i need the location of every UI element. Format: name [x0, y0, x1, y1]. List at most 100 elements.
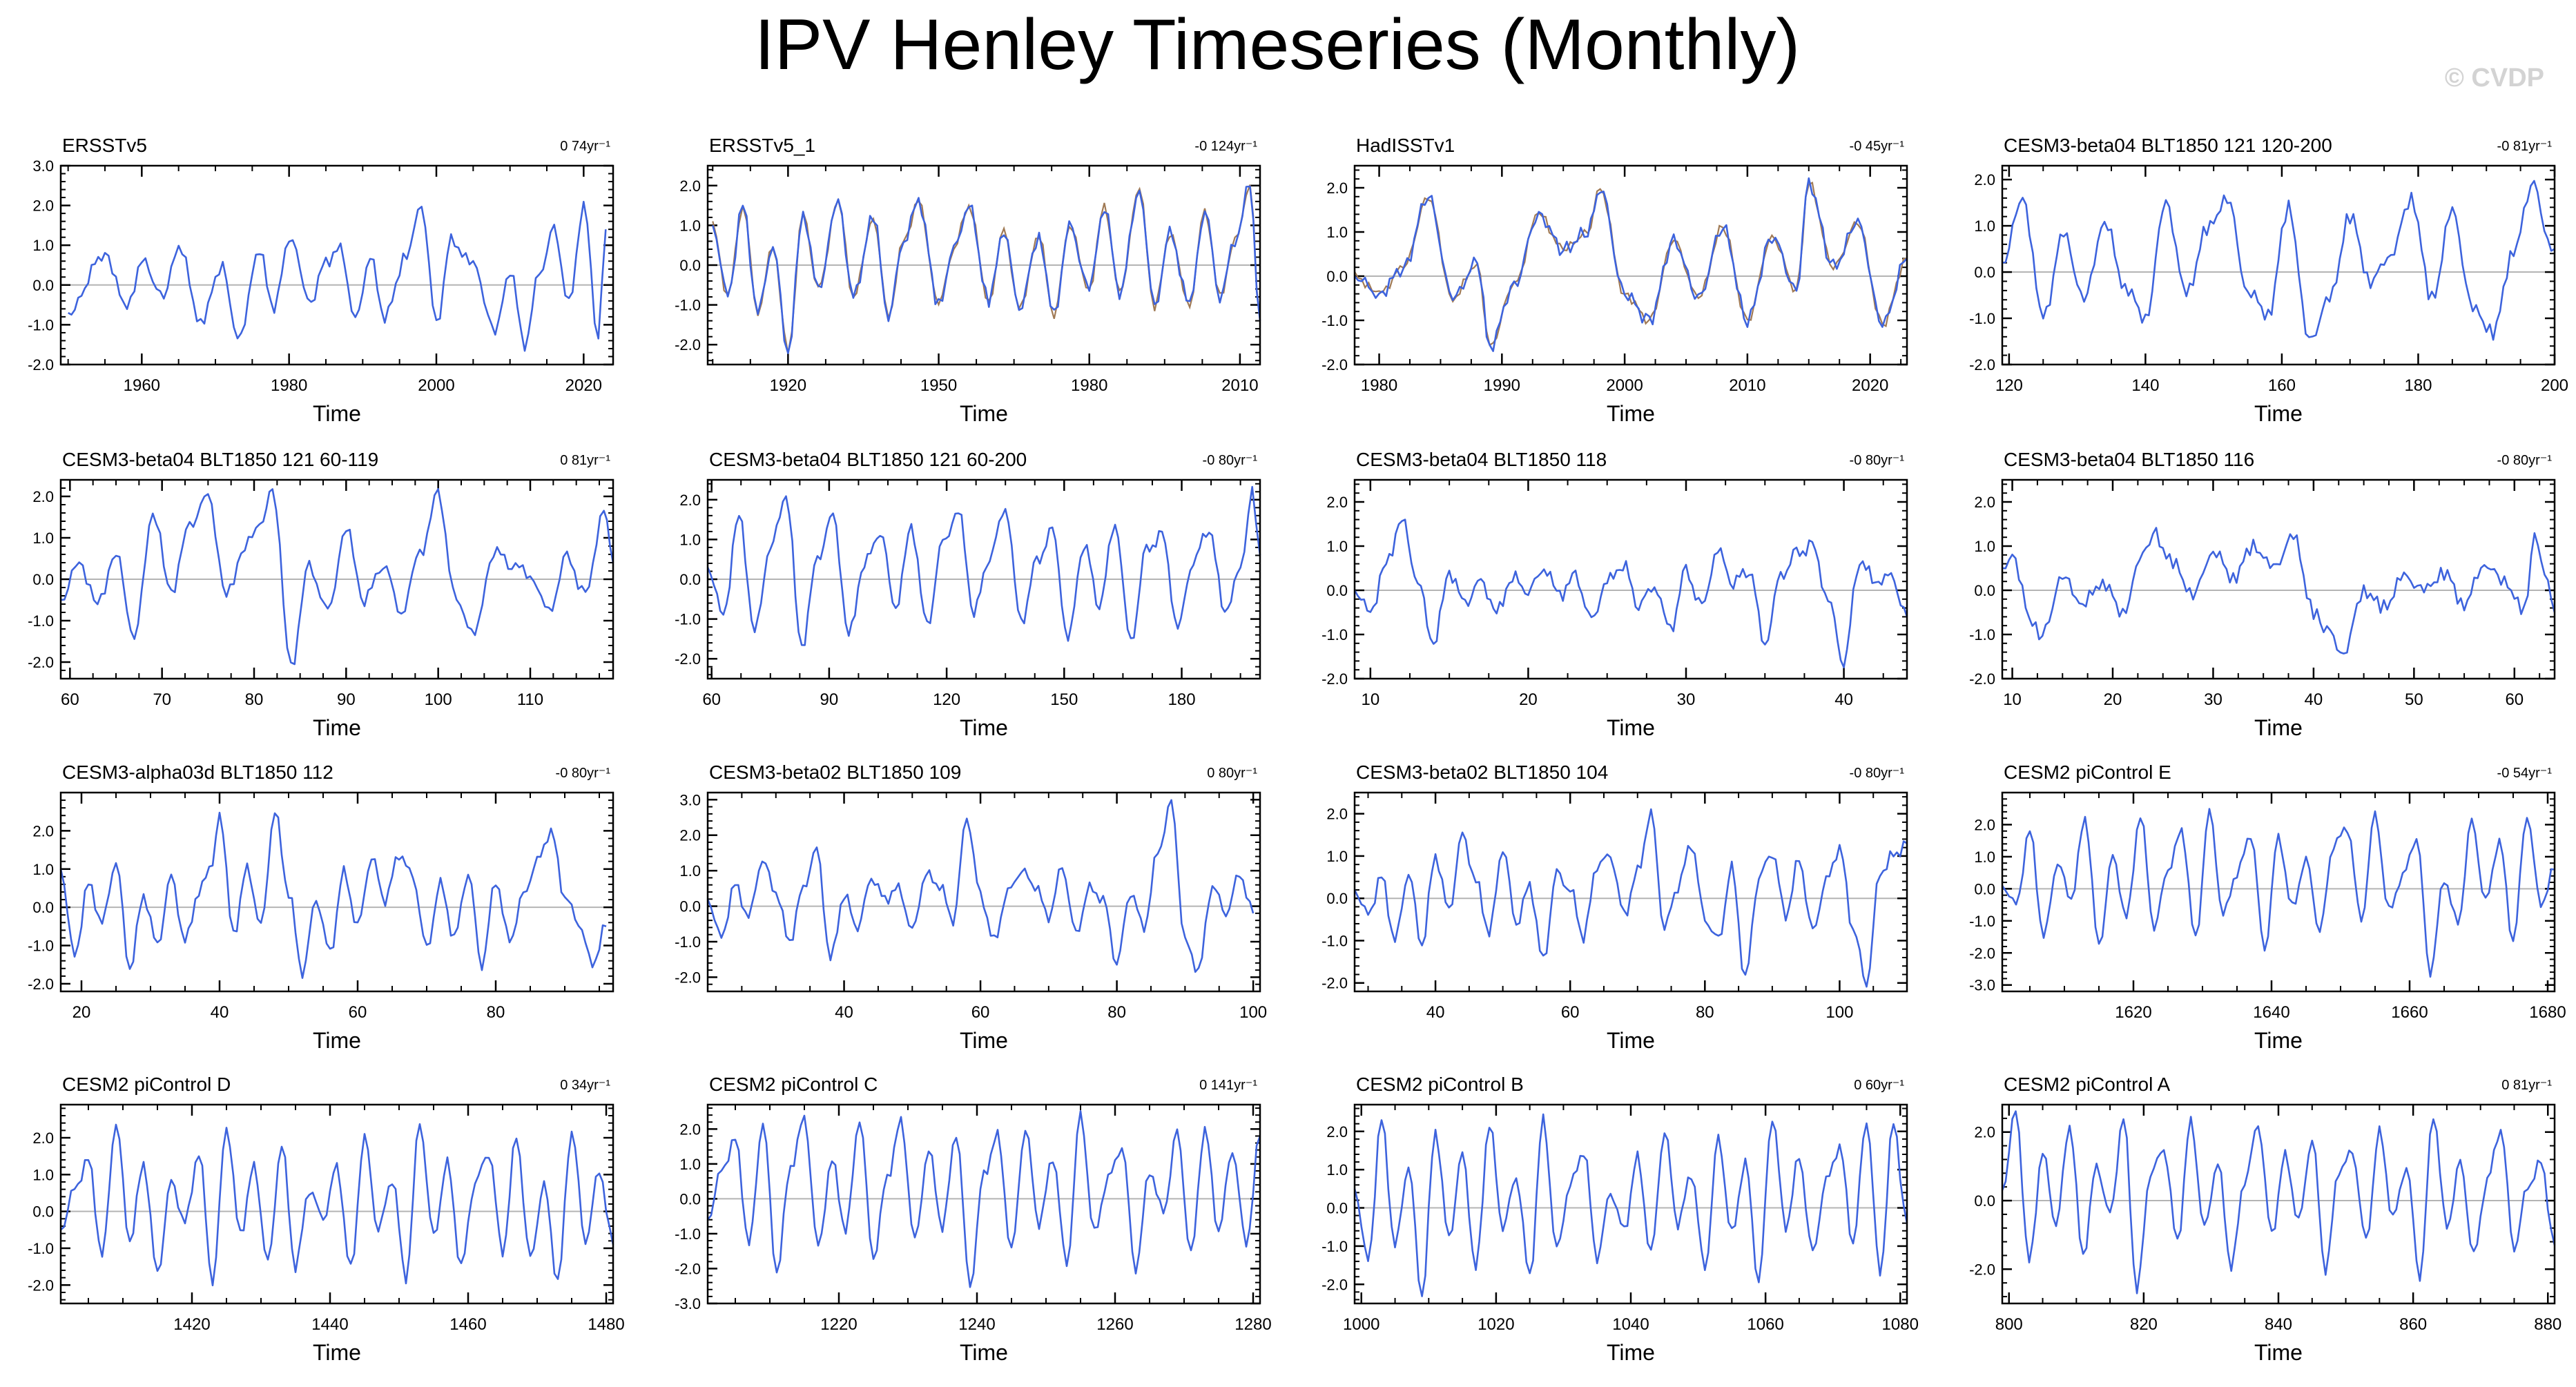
trend-label: 0 34yr⁻¹ — [560, 1078, 610, 1093]
x-tick-label: 840 — [2265, 1315, 2292, 1334]
plot-frame — [59, 791, 614, 993]
y-tick-label: -2.0 — [28, 654, 54, 671]
y-tick-label: -2.0 — [675, 650, 701, 668]
y-tick-label: -2.0 — [1321, 1276, 1348, 1293]
y-tick-label: 2.0 — [679, 1121, 701, 1138]
y-tick-label: 0.0 — [1974, 264, 1995, 281]
x-axis-label: Time — [313, 401, 361, 426]
panel-10: CESM3-beta02 BLT1850 109 0 80yr⁻¹ 40 60 80 10… — [675, 762, 1267, 1053]
y-tick-label: 0.0 — [679, 1190, 701, 1207]
trend-label: -0 80yr⁻¹ — [2497, 453, 2553, 468]
x-tick-label: 30 — [1677, 690, 1696, 709]
x-tick-label: 800 — [1995, 1315, 2023, 1334]
panel-4: CESM3-beta04 BLT1850 121 120-200 -0 81yr⁻… — [1969, 135, 2568, 426]
y-tick-label: -2.0 — [675, 336, 701, 353]
y-tick-label: 0.0 — [679, 898, 701, 915]
x-tick-label: 1990 — [1484, 376, 1520, 395]
x-tick-label: 860 — [2399, 1315, 2427, 1334]
panel-title: ERSSTv5_1 — [709, 135, 815, 156]
series-line — [2001, 1110, 2556, 1294]
y-tick-label: -1.0 — [675, 611, 701, 628]
y-tick-label: -1.0 — [1321, 932, 1348, 949]
x-tick-label: 60 — [349, 1003, 367, 1022]
plot-frame — [2001, 164, 2556, 366]
series-line — [60, 1123, 614, 1287]
y-tick-label: -1.0 — [28, 316, 54, 333]
y-tick-label: 2.0 — [1326, 1123, 1348, 1141]
panel-2: ERSSTv5_1 -0 124yr⁻¹ 1920 1950 1980 2010 -2.0 -… — [675, 135, 1261, 426]
y-tick-label: 1.0 — [679, 862, 701, 880]
x-tick-label: 40 — [1834, 690, 1853, 709]
plot-frame — [59, 1103, 614, 1305]
x-tick-label: 40 — [211, 1003, 229, 1022]
y-tick-label: 3.0 — [32, 157, 54, 175]
x-tick-label: 120 — [933, 690, 960, 709]
x-tick-label: 20 — [1519, 690, 1538, 709]
plot-frame — [1353, 164, 1908, 366]
panel-title: CESM2 piControl E — [2004, 762, 2171, 783]
y-tick-label: 1.0 — [1326, 848, 1348, 865]
y-tick-label: -2.0 — [1321, 670, 1348, 688]
x-axis-label: Time — [960, 1028, 1008, 1053]
y-tick-label: 3.0 — [679, 791, 701, 808]
x-tick-label: 20 — [2104, 690, 2122, 709]
series-line — [1353, 177, 1908, 352]
panel-title: CESM3-beta04 BLT1850 118 — [1356, 449, 1607, 470]
x-axis-label: Time — [2254, 715, 2303, 740]
x-tick-label: 1000 — [1343, 1315, 1379, 1334]
x-axis-label: Time — [960, 715, 1008, 740]
series-line — [706, 485, 1261, 646]
series-line — [2002, 527, 2556, 654]
x-tick-label: 100 — [425, 690, 452, 709]
x-tick-label: 1040 — [1612, 1315, 1649, 1334]
y-tick-label: -1.0 — [1321, 626, 1348, 643]
x-tick-label: 820 — [2130, 1315, 2158, 1334]
x-tick-label: 180 — [1168, 690, 1196, 709]
trend-label: -0 80yr⁻¹ — [1203, 453, 1258, 468]
x-tick-label: 1260 — [1096, 1315, 1133, 1334]
panel-title: CESM3-beta04 BLT1850 121 120-200 — [2004, 135, 2332, 156]
x-tick-label: 1460 — [449, 1315, 486, 1334]
x-tick-label: 1640 — [2253, 1003, 2289, 1022]
panel-title: CESM3-beta02 BLT1850 104 — [1356, 762, 1608, 783]
x-axis-label: Time — [960, 401, 1008, 426]
series-line — [2001, 808, 2555, 978]
figure-title: IPV Henley Timeseries (Monthly) — [755, 5, 1800, 85]
panel-title: CESM2 piControl D — [62, 1074, 231, 1095]
x-tick-label: 30 — [2204, 690, 2222, 709]
y-tick-label: 1.0 — [32, 530, 54, 547]
y-tick-label: -1.0 — [1969, 913, 1995, 930]
y-tick-label: -1.0 — [1969, 626, 1995, 643]
y-tick-label: -2.0 — [28, 976, 54, 993]
x-tick-label: 10 — [2003, 690, 2022, 709]
series-line — [1353, 1113, 1908, 1297]
x-tick-label: 1080 — [1882, 1315, 1919, 1334]
x-tick-label: 1280 — [1234, 1315, 1271, 1334]
y-tick-label: 2.0 — [679, 827, 701, 844]
x-tick-label: 1680 — [2529, 1003, 2566, 1022]
y-tick-label: 0.0 — [1326, 268, 1348, 285]
x-tick-label: 1980 — [1361, 376, 1397, 395]
trend-label: -0 80yr⁻¹ — [1850, 453, 1905, 468]
series-line — [60, 488, 614, 666]
x-tick-label: 180 — [2404, 376, 2432, 395]
plot-frame — [59, 164, 614, 366]
panel-title: CESM3-alpha03d BLT1850 112 — [62, 762, 333, 783]
panel-5: CESM3-beta04 BLT1850 121 60-119 0 81yr⁻¹ 6… — [28, 449, 614, 740]
y-tick-label: -1.0 — [1321, 1238, 1348, 1255]
x-tick-label: 200 — [2541, 376, 2568, 395]
plot-frame — [2001, 1103, 2556, 1305]
y-tick-label: 2.0 — [32, 197, 54, 215]
panel-11: CESM3-beta02 BLT1850 104 -0 80yr⁻¹ 40 60 80 1… — [1321, 762, 1908, 1053]
y-tick-label: 2.0 — [1326, 494, 1348, 511]
trend-label: 0 81yr⁻¹ — [560, 453, 610, 468]
series-line — [706, 1110, 1261, 1288]
x-axis-label: Time — [1607, 715, 1655, 740]
trend-label: -0 81yr⁻¹ — [2497, 139, 2553, 154]
x-axis-label: Time — [1607, 1340, 1655, 1365]
y-tick-label: 0.0 — [1974, 582, 1995, 599]
x-tick-label: 880 — [2534, 1315, 2562, 1334]
x-tick-label: 80 — [1696, 1003, 1714, 1022]
x-tick-label: 1220 — [820, 1315, 857, 1334]
